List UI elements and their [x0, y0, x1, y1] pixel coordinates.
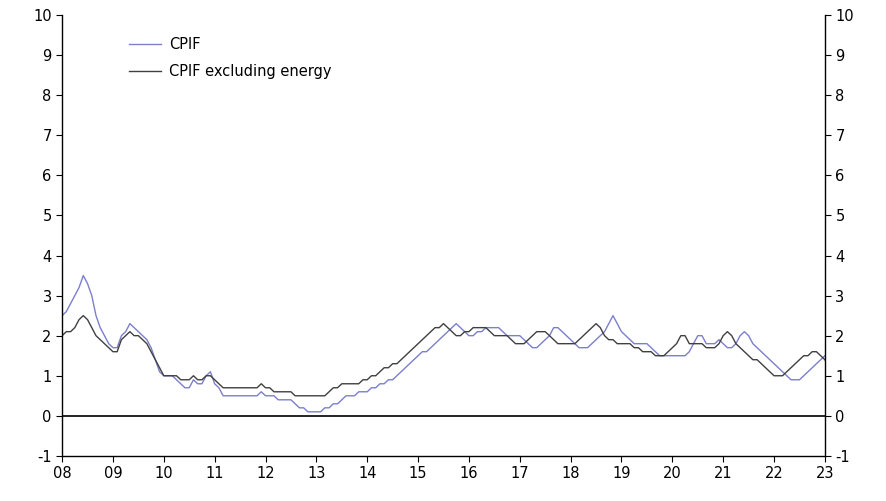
CPIF excluding energy	[637, 349, 648, 355]
Line: CPIF excluding energy: CPIF excluding energy	[62, 135, 886, 396]
CPIF excluding energy	[755, 361, 766, 367]
Legend: CPIF, CPIF excluding energy: CPIF, CPIF excluding energy	[122, 31, 338, 85]
CPIF	[57, 313, 67, 319]
Line: CPIF: CPIF	[62, 55, 886, 428]
CPIF excluding energy	[433, 325, 444, 331]
CPIF	[518, 337, 529, 343]
CPIF	[323, 405, 334, 411]
CPIF	[361, 389, 372, 395]
CPIF excluding energy	[57, 333, 67, 339]
CPIF	[590, 337, 601, 343]
CPIF excluding energy	[290, 393, 300, 399]
CPIF excluding energy	[104, 345, 114, 351]
CPIF	[662, 353, 672, 359]
CPIF excluding energy	[819, 357, 829, 363]
CPIF	[159, 373, 169, 379]
CPIF	[852, 425, 863, 431]
CPIF excluding energy	[421, 333, 431, 339]
